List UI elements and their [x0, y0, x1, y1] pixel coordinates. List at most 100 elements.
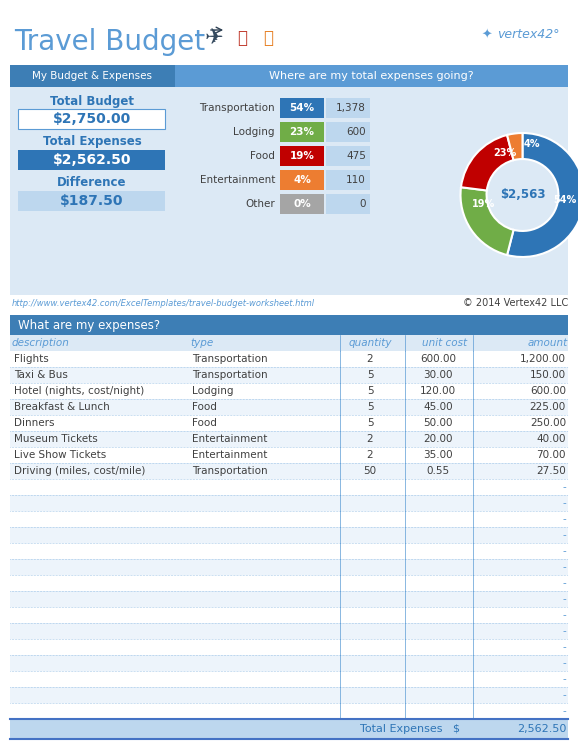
Text: 0.55: 0.55 — [427, 466, 450, 476]
Text: -: - — [562, 674, 566, 684]
Bar — [10, 447, 568, 463]
Text: vertex42°: vertex42° — [498, 28, 560, 41]
Text: Transportation: Transportation — [192, 466, 268, 476]
Text: -: - — [562, 498, 566, 508]
Text: -: - — [562, 658, 566, 668]
Text: Food: Food — [192, 402, 217, 412]
Text: Lodging: Lodging — [234, 127, 275, 137]
Bar — [10, 543, 568, 559]
Text: 🚘: 🚘 — [237, 29, 247, 47]
Text: 600.00: 600.00 — [530, 386, 566, 396]
Text: 50: 50 — [364, 466, 376, 476]
Text: description: description — [12, 338, 70, 348]
Text: Difference: Difference — [57, 176, 127, 190]
Text: -: - — [562, 594, 566, 604]
Bar — [10, 575, 568, 591]
Bar — [10, 591, 568, 607]
Bar — [10, 527, 568, 543]
Text: 45.00: 45.00 — [423, 402, 453, 412]
Text: 150.00: 150.00 — [530, 370, 566, 380]
Text: Total Expenses   $: Total Expenses $ — [360, 724, 460, 734]
Text: 110: 110 — [346, 175, 366, 185]
Text: 19%: 19% — [290, 151, 314, 161]
Text: -: - — [562, 642, 566, 652]
Text: $2,562.50: $2,562.50 — [53, 153, 131, 167]
Bar — [326, 98, 370, 118]
Text: Other: Other — [245, 199, 275, 209]
Text: 4%: 4% — [524, 140, 540, 149]
Text: -: - — [562, 482, 566, 492]
Bar — [18, 109, 165, 129]
Text: 40.00: 40.00 — [536, 434, 566, 444]
Text: -: - — [562, 578, 566, 588]
Text: Live Show Tickets: Live Show Tickets — [14, 450, 106, 460]
Text: 35.00: 35.00 — [423, 450, 453, 460]
Text: © 2014 Vertex42 LLC: © 2014 Vertex42 LLC — [463, 298, 568, 308]
Text: Entertainment: Entertainment — [199, 175, 275, 185]
Text: Breakfast & Lunch: Breakfast & Lunch — [14, 402, 110, 412]
Text: Total Expenses: Total Expenses — [43, 136, 142, 148]
Text: 54%: 54% — [553, 195, 576, 205]
Text: Food: Food — [192, 418, 217, 428]
Text: -: - — [562, 690, 566, 700]
Bar — [10, 399, 568, 415]
Text: 70.00: 70.00 — [536, 450, 566, 460]
Text: 2: 2 — [366, 434, 373, 444]
Bar — [10, 511, 568, 527]
Bar — [10, 65, 568, 739]
Text: 5: 5 — [366, 386, 373, 396]
Text: Travel Budget: Travel Budget — [14, 28, 205, 56]
Bar — [10, 687, 568, 703]
Text: 0%: 0% — [293, 199, 311, 209]
Text: Taxi & Bus: Taxi & Bus — [14, 370, 68, 380]
Bar — [280, 122, 324, 142]
Text: Hotel (nights, cost/night): Hotel (nights, cost/night) — [14, 386, 144, 396]
Text: My Budget & Expenses: My Budget & Expenses — [32, 71, 152, 81]
Bar — [10, 65, 175, 87]
Text: 5: 5 — [366, 402, 373, 412]
Bar — [10, 463, 568, 479]
Text: 600: 600 — [346, 127, 366, 137]
Bar — [175, 65, 568, 87]
Text: 0: 0 — [360, 199, 366, 209]
Bar — [10, 671, 568, 687]
Bar — [10, 367, 568, 383]
Bar — [18, 150, 165, 170]
Bar — [280, 146, 324, 166]
Text: 23%: 23% — [290, 127, 314, 137]
Bar — [280, 194, 324, 214]
Text: Transportation: Transportation — [192, 370, 268, 380]
Text: Lodging: Lodging — [192, 386, 234, 396]
Bar — [10, 639, 568, 655]
Text: amount: amount — [528, 338, 568, 348]
Text: Driving (miles, cost/mile): Driving (miles, cost/mile) — [14, 466, 146, 476]
Text: Transportation: Transportation — [199, 103, 275, 113]
Text: unit cost: unit cost — [423, 338, 468, 348]
Bar — [18, 191, 165, 211]
Text: 50.00: 50.00 — [423, 418, 453, 428]
Bar — [175, 87, 568, 295]
Text: What are my expenses?: What are my expenses? — [18, 319, 160, 332]
Bar — [10, 383, 568, 399]
Text: 2,562.50: 2,562.50 — [517, 724, 566, 734]
Text: 19%: 19% — [472, 200, 496, 209]
Text: -: - — [562, 706, 566, 716]
Text: Flights: Flights — [14, 354, 49, 364]
Text: -: - — [562, 626, 566, 636]
Bar — [326, 122, 370, 142]
Text: ✦: ✦ — [481, 28, 492, 41]
Bar — [10, 703, 568, 719]
Text: -: - — [562, 530, 566, 540]
Text: 27.50: 27.50 — [536, 466, 566, 476]
Text: Total Budget: Total Budget — [50, 94, 134, 107]
Text: -: - — [562, 562, 566, 572]
Bar — [280, 98, 324, 118]
Bar — [10, 495, 568, 511]
Wedge shape — [461, 135, 514, 190]
Text: type: type — [190, 338, 213, 348]
Bar — [10, 623, 568, 639]
Text: 475: 475 — [346, 151, 366, 161]
Text: 225.00: 225.00 — [530, 402, 566, 412]
Text: Transportation: Transportation — [192, 354, 268, 364]
Text: http://www.vertex42.com/ExcelTemplates/travel-budget-worksheet.html: http://www.vertex42.com/ExcelTemplates/t… — [12, 298, 315, 307]
